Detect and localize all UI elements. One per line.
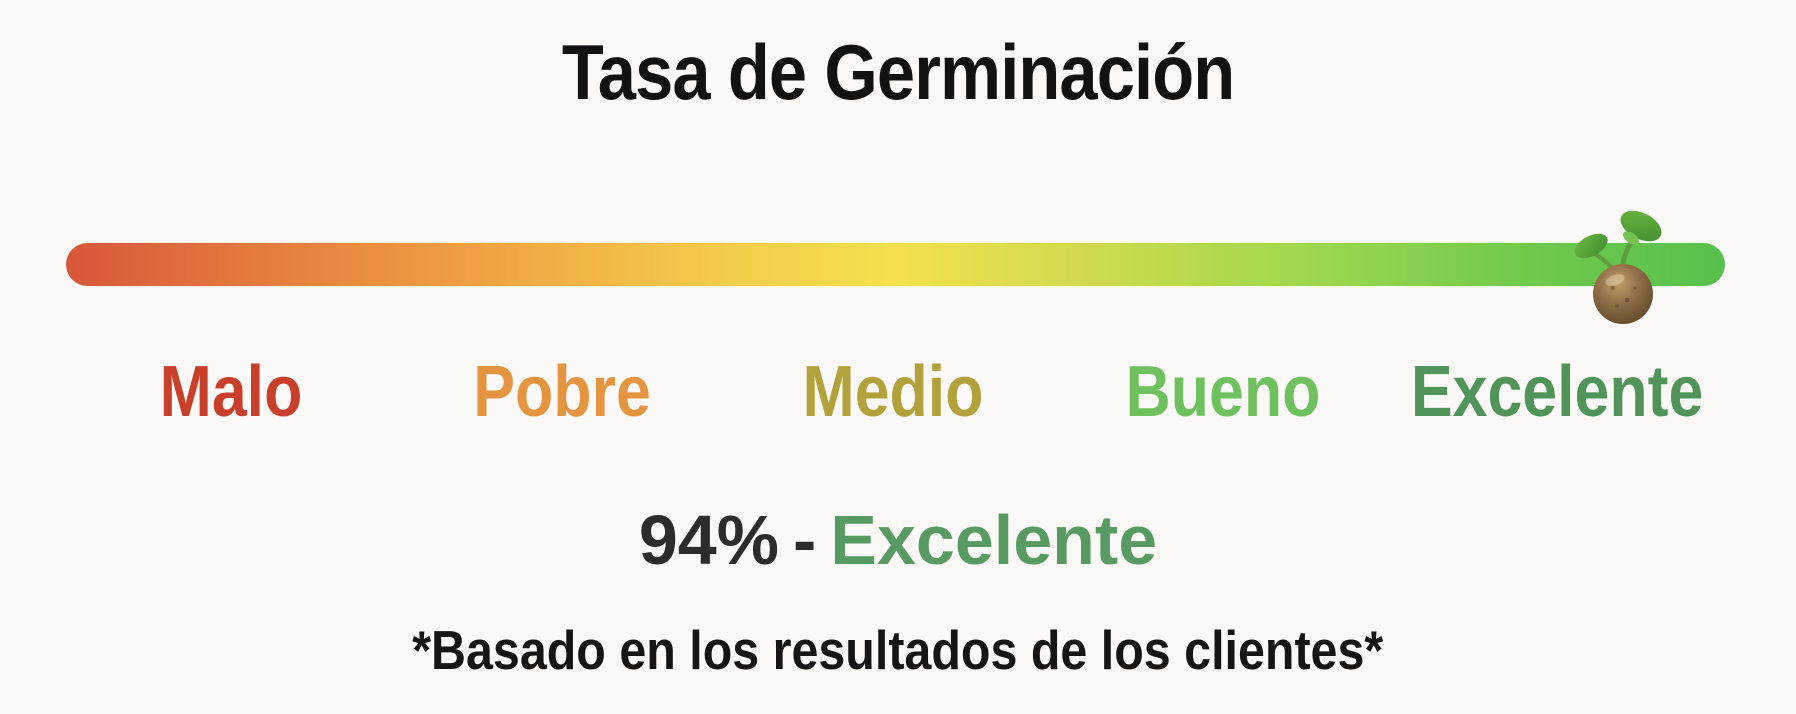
scale-label-excelente: Excelente: [1410, 352, 1704, 432]
result-category: Excelente: [830, 501, 1158, 579]
scale-label-pobre: Pobre: [473, 352, 651, 432]
page-title: Tasa de Germinación: [561, 28, 1235, 116]
footnote-row: *Basado en los resultados de los cliente…: [0, 623, 1796, 678]
scale-label-medio: Medio: [802, 352, 984, 432]
result-row: 94% - Excelente: [0, 505, 1796, 575]
footnote-text: *Basado en los resultados de los cliente…: [412, 619, 1384, 681]
title-row: Tasa de Germinación: [0, 33, 1796, 111]
scale-label-malo: Malo: [160, 352, 303, 432]
scale-label-bueno: Bueno: [1126, 352, 1321, 432]
scale-labels-row: Malo Pobre Medio Bueno Excelente: [66, 356, 1725, 428]
result-value: 94%: [638, 501, 779, 579]
gradient-bar: [66, 243, 1725, 286]
result-separator: -: [792, 501, 817, 579]
